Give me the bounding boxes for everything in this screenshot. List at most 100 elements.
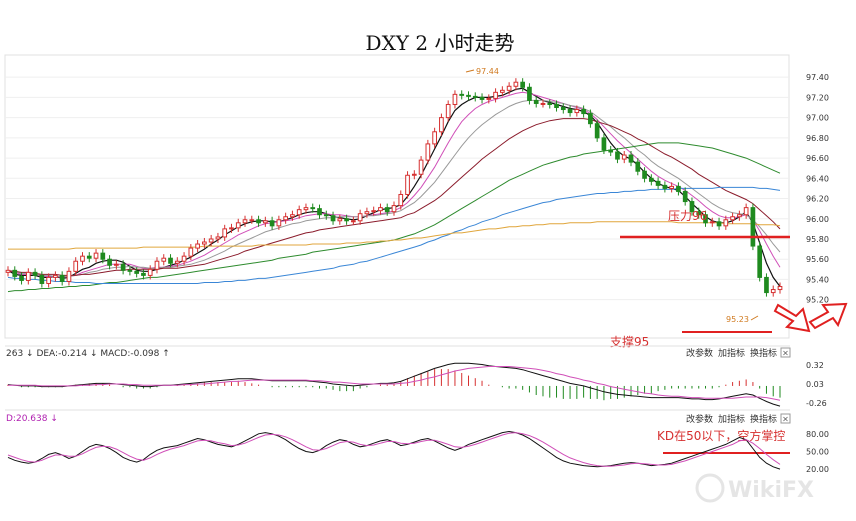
price-tick-label: 97.40 [806, 73, 829, 82]
price-tick-label: 95.20 [806, 296, 829, 305]
price-tick-label: 97.00 [806, 114, 829, 123]
candle-body [709, 221, 715, 224]
price-tick-label: 96.40 [806, 174, 829, 183]
kd-tick-label: 50.00 [806, 447, 829, 456]
macd-btn-change-params[interactable]: 改参数 [686, 347, 713, 359]
candle-body [303, 207, 309, 211]
candle-body [188, 247, 194, 257]
price-tick-label: 97.20 [806, 93, 829, 102]
candle-body [432, 131, 437, 145]
candle-body [621, 154, 627, 160]
ma-line-6 [8, 221, 781, 250]
candle-body [310, 207, 316, 210]
candle-body [283, 216, 288, 221]
low-label: 95.23 [726, 315, 749, 324]
kd-btn-switch-indicator[interactable]: 换指标 [750, 413, 777, 425]
price-tick-label: 95.80 [806, 235, 829, 244]
high-label-arrow [465, 69, 475, 73]
candle-body [86, 255, 92, 259]
macd-tick-label: 0.03 [806, 380, 824, 389]
kd-annotation: KD在50以下，空方掌控 [657, 428, 785, 443]
candle-body [459, 93, 465, 96]
candle-body [107, 258, 112, 266]
candle-body [25, 271, 31, 281]
candle-body [777, 286, 783, 291]
kd-close-icon: × [782, 415, 789, 424]
candle-body [222, 228, 228, 238]
candle-body [73, 260, 79, 272]
candle-body [344, 218, 349, 222]
candle-body [114, 263, 119, 266]
candle-body [161, 257, 167, 262]
candle-body [330, 215, 336, 222]
macd-close-icon: × [782, 349, 789, 358]
candle-body [357, 213, 363, 222]
candle-body [493, 91, 498, 99]
kd-tick-label: 80.00 [806, 430, 829, 439]
candle-body [269, 220, 275, 227]
arrow-up-right-icon [808, 302, 848, 330]
candle-body [168, 257, 173, 264]
watermark-logo-icon [695, 473, 725, 503]
candle-body [5, 269, 11, 273]
candle-body [262, 220, 268, 224]
candle-body [730, 216, 735, 221]
candle-body [764, 276, 769, 294]
candle-body [208, 238, 214, 243]
candle-body [378, 207, 383, 212]
candle-body [19, 275, 24, 281]
low-label-arrow [750, 315, 759, 321]
candle-body [547, 102, 553, 105]
candle-body [703, 214, 708, 224]
candles [5, 78, 783, 297]
candle-body [127, 269, 133, 272]
candle-body [723, 219, 729, 227]
candle-body [439, 117, 444, 133]
candle-body [540, 102, 546, 105]
support-label: 支撑95 [610, 334, 649, 349]
candle-body [628, 154, 634, 163]
candle-body [12, 269, 18, 277]
candle-body [80, 255, 85, 262]
candle-body [635, 161, 641, 172]
ma-line-1 [7, 91, 781, 278]
candle-body [445, 103, 451, 119]
candle-body [520, 81, 526, 88]
candle-body [323, 214, 329, 217]
macd-btn-add-indicator[interactable]: 加指标 [718, 347, 745, 359]
candle-body [391, 205, 397, 213]
candle-body [574, 109, 580, 114]
candle-body [215, 236, 221, 240]
candle-body [615, 151, 620, 160]
watermark: WikiFX [695, 473, 814, 503]
candle-body [418, 159, 424, 175]
candle-body [554, 103, 559, 109]
kd-plot [7, 430, 781, 470]
candle-body [195, 243, 200, 249]
candle-body [249, 219, 255, 222]
candle-body [737, 214, 742, 218]
candle-body [174, 260, 180, 264]
kd-tick-label: 20.00 [806, 465, 829, 474]
kd-close-button[interactable] [780, 413, 791, 424]
candle-body [405, 174, 410, 195]
macd-tick-label: -0.26 [806, 399, 827, 408]
ma-line-5 [7, 186, 781, 284]
candle-body [235, 222, 241, 229]
candle-body [750, 207, 756, 247]
kd-btn-add-indicator[interactable]: 加指标 [718, 413, 745, 425]
candle-body [32, 271, 38, 276]
kd-btn-change-params[interactable]: 改参数 [686, 413, 713, 425]
macd-axis-ticks: 0.32 0.03 -0.26 [806, 361, 827, 408]
candle-body [506, 85, 512, 91]
kd-header: D:20.638 ↓ [6, 414, 58, 424]
candle-body [181, 255, 187, 262]
macd-btn-switch-indicator[interactable]: 换指标 [750, 347, 777, 359]
macd-close-button[interactable] [780, 347, 791, 358]
candle-body [202, 241, 207, 245]
candle-body [527, 86, 532, 101]
candle-body [669, 185, 674, 189]
candle-body [120, 263, 126, 271]
candle-body [364, 211, 370, 215]
